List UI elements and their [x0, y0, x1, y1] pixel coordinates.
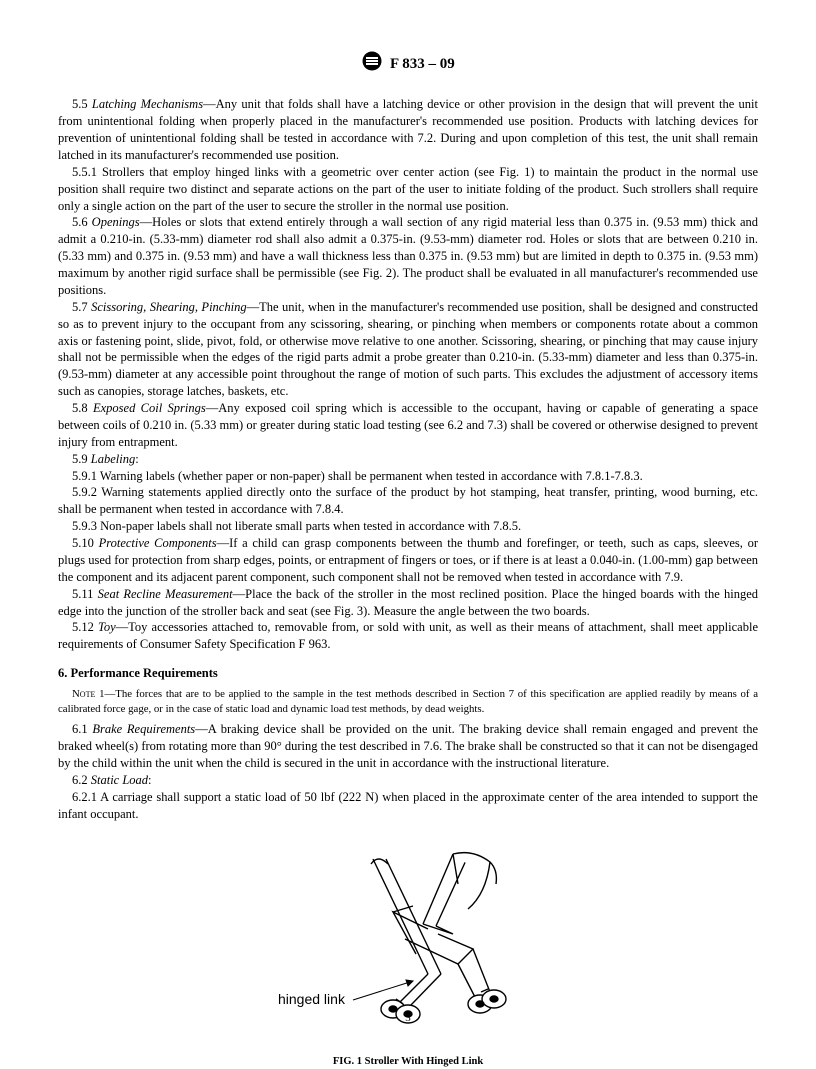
- text-5-7: —The unit, when in the manufacturer's re…: [58, 300, 758, 398]
- num-5-5: 5.5: [72, 97, 92, 111]
- section-5-8: 5.8 Exposed Coil Springs—Any exposed coi…: [58, 400, 758, 451]
- section-5-10: 5.10 Protective Components—If a child ca…: [58, 535, 758, 586]
- text-5-6: —Holes or slots that extend entirely thr…: [58, 215, 758, 297]
- section-6-2-1: 6.2.1 A carriage shall support a static …: [58, 789, 758, 823]
- title-5-10: Protective Components: [99, 536, 217, 550]
- section-5-7: 5.7 Scissoring, Shearing, Pinching—The u…: [58, 299, 758, 400]
- section-5-11: 5.11 Seat Recline Measurement—Place the …: [58, 586, 758, 620]
- title-5-12: Toy: [98, 620, 116, 634]
- figure-1-caption: FIG. 1 Stroller With Hinged Link: [58, 1055, 758, 1069]
- figure-1: hinged link FIG. 1 Stroller With Hinged …: [58, 844, 758, 1069]
- title-5-7: Scissoring, Shearing, Pinching: [91, 300, 247, 314]
- num-5-12: 5.12: [72, 620, 98, 634]
- hinged-link-label: hinged link: [278, 991, 346, 1007]
- section-5-9-1: 5.9.1 Warning labels (whether paper or n…: [58, 468, 758, 485]
- section-6-2: 6.2 Static Load:: [58, 772, 758, 789]
- note-1-label: Note: [72, 688, 95, 700]
- colon-6-2: :: [148, 773, 151, 787]
- num-5-7: 5.7: [72, 300, 91, 314]
- designation-text: F 833 – 09: [390, 54, 455, 74]
- num-5-8: 5.8: [72, 401, 93, 415]
- title-6-2: Static Load: [91, 773, 148, 787]
- num-6-1: 6.1: [72, 722, 92, 736]
- document-header: F 833 – 09: [58, 50, 758, 78]
- title-5-8: Exposed Coil Springs: [93, 401, 206, 415]
- title-6-1: Brake Requirements: [92, 722, 195, 736]
- num-5-6: 5.6: [72, 215, 92, 229]
- num-5-9: 5.9: [72, 452, 91, 466]
- num-5-10: 5.10: [72, 536, 99, 550]
- section-5-9: 5.9 Labeling:: [58, 451, 758, 468]
- note-1: Note 1—The forces that are to be applied…: [58, 687, 758, 716]
- section-5-9-3: 5.9.3 Non-paper labels shall not liberat…: [58, 518, 758, 535]
- title-5-5: Latching Mechanisms: [92, 97, 203, 111]
- section-5-12: 5.12 Toy—Toy accessories attached to, re…: [58, 619, 758, 653]
- astm-logo: [361, 50, 383, 78]
- section-5-5: 5.5 Latching Mechanisms—Any unit that fo…: [58, 96, 758, 164]
- text-5-12: —Toy accessories attached to, removable …: [58, 620, 758, 651]
- section-5-9-2: 5.9.2 Warning statements applied directl…: [58, 484, 758, 518]
- page-number: 3: [0, 1011, 816, 1026]
- num-6-2: 6.2: [72, 773, 91, 787]
- section-5-6: 5.6 Openings—Holes or slots that extend …: [58, 214, 758, 298]
- num-5-11: 5.11: [72, 587, 98, 601]
- section-5-5-1: 5.5.1 Strollers that employ hinged links…: [58, 164, 758, 215]
- note-1-text: 1—The forces that are to be applied to t…: [58, 688, 758, 715]
- title-5-9: Labeling: [91, 452, 135, 466]
- title-5-6: Openings: [92, 215, 140, 229]
- section-6-1: 6.1 Brake Requirements—A braking device …: [58, 721, 758, 772]
- title-5-11: Seat Recline Measurement: [98, 587, 233, 601]
- colon-5-9: :: [135, 452, 138, 466]
- section-6-heading: 6. Performance Requirements: [58, 665, 758, 682]
